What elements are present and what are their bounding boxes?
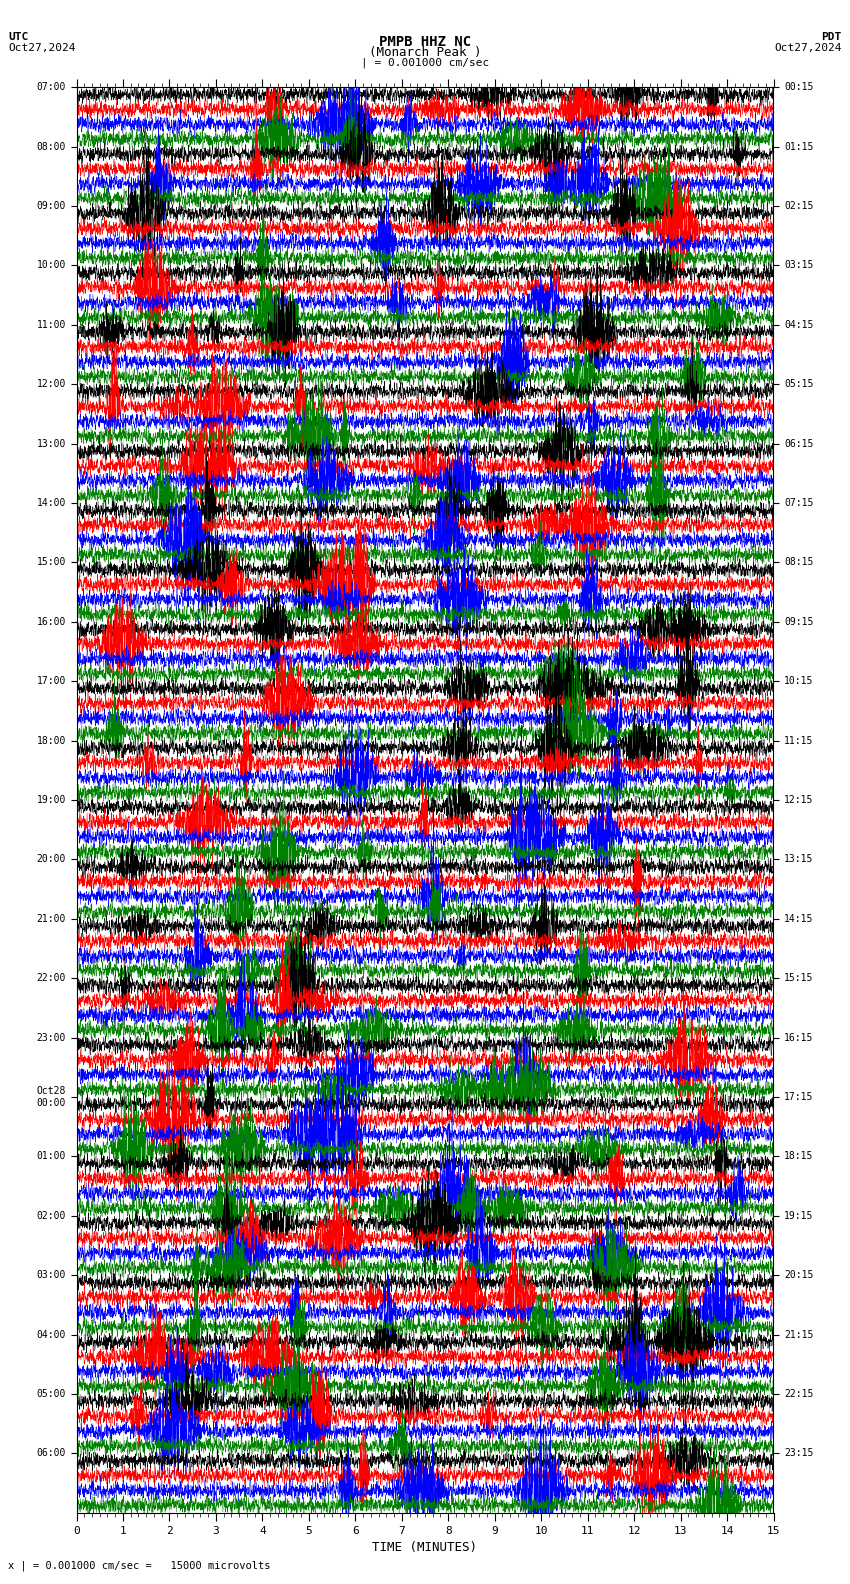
Text: PDT: PDT <box>821 32 842 41</box>
Text: Oct27,2024: Oct27,2024 <box>8 43 76 52</box>
Text: Oct27,2024: Oct27,2024 <box>774 43 842 52</box>
Text: (Monarch Peak ): (Monarch Peak ) <box>369 46 481 59</box>
Text: UTC: UTC <box>8 32 29 41</box>
Text: | = 0.001000 cm/sec: | = 0.001000 cm/sec <box>361 57 489 68</box>
X-axis label: TIME (MINUTES): TIME (MINUTES) <box>372 1541 478 1554</box>
Text: x | = 0.001000 cm/sec =   15000 microvolts: x | = 0.001000 cm/sec = 15000 microvolts <box>8 1560 271 1571</box>
Text: PMPB HHZ NC: PMPB HHZ NC <box>379 35 471 49</box>
